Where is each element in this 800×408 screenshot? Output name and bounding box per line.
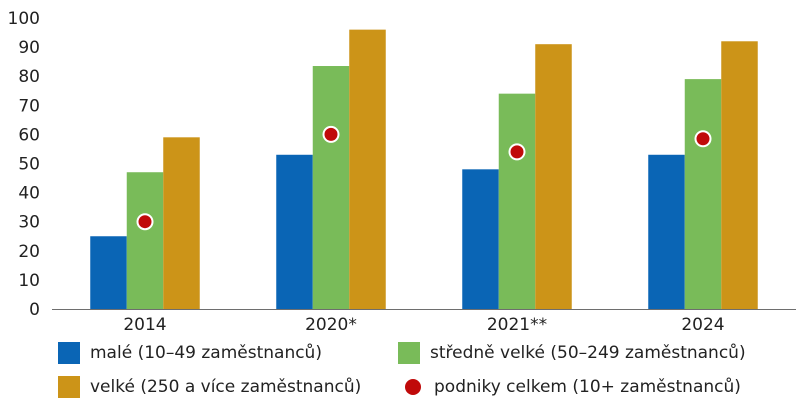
bar-s0-c0 (90, 236, 127, 309)
bar-s0-c3 (648, 154, 685, 309)
total-point-0 (136, 213, 154, 231)
bar-s1-c2 (498, 93, 536, 309)
legend-label-medium: středně velké (50–249 zaměstnanců) (430, 343, 746, 363)
legend-dot-total (405, 379, 421, 395)
legend-swatch-large (58, 376, 80, 398)
y-tick-label-0: 0 (29, 300, 40, 320)
y-tick-label-10: 100 (8, 9, 40, 29)
bar-s2-c1 (349, 29, 386, 309)
y-tick-label-4: 40 (18, 184, 40, 204)
y-tick-label-7: 70 (18, 96, 40, 116)
total-point-2 (508, 143, 526, 161)
y-tick-label-2: 20 (18, 242, 40, 262)
legend-item-total: podniky celkem (10+ zaměstnanců) (402, 374, 741, 400)
legend-label-small: malé (10–49 zaměstnanců) (90, 343, 322, 363)
x-axis: 2014 2020* 2021** 2024 (123, 315, 724, 335)
y-tick-label-1: 10 (18, 271, 40, 291)
legend-swatch-small (58, 342, 80, 364)
total-point-1 (322, 125, 340, 143)
legend-label-large: velké (250 a více zaměstnanců) (90, 377, 362, 397)
x-tick-label-3: 2024 (681, 315, 724, 335)
total-points (136, 125, 712, 231)
x-tick-label-0: 2014 (123, 315, 166, 335)
x-tick-label-1: 2020* (305, 315, 357, 335)
bar-s1-c0 (126, 172, 164, 309)
total-point-3 (694, 130, 712, 148)
y-tick-label-3: 30 (18, 213, 40, 233)
legend-swatch-medium (398, 342, 420, 364)
bar-s2-c0 (163, 137, 200, 309)
y-tick-label-9: 90 (18, 38, 40, 58)
bar-s0-c2 (462, 169, 499, 309)
bar-s2-c3 (721, 41, 758, 309)
bar-s1-c1 (312, 66, 350, 309)
y-tick-label-6: 60 (18, 125, 40, 145)
legend-item-medium: středně velké (50–249 zaměstnanců) (398, 340, 746, 366)
x-tick-label-2: 2021** (487, 315, 547, 335)
bars (90, 29, 758, 309)
legend-item-small: malé (10–49 zaměstnanců) (58, 340, 322, 366)
bar-s1-c3 (684, 79, 722, 309)
legend: malé (10–49 zaměstnanců) středně velké (… (0, 336, 800, 408)
y-axis: 0 10 20 30 40 50 60 70 80 90 100 (8, 9, 40, 320)
bar-s0-c1 (276, 154, 313, 309)
legend-item-large: velké (250 a více zaměstnanců) (58, 374, 361, 400)
legend-label-total: podniky celkem (10+ zaměstnanců) (434, 377, 741, 397)
y-tick-label-8: 80 (18, 67, 40, 87)
y-tick-label-5: 50 (18, 155, 40, 175)
bar-s2-c2 (535, 44, 572, 309)
